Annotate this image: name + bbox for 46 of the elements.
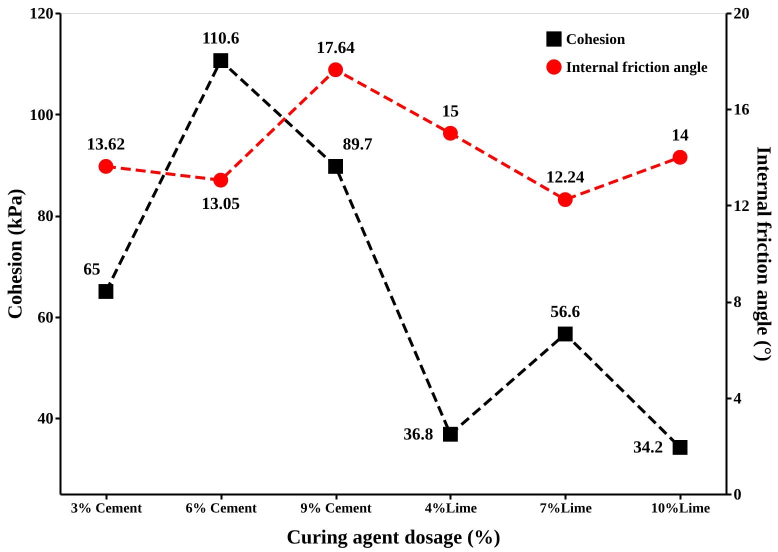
y2-tick-label: 8 bbox=[734, 294, 742, 312]
point bbox=[443, 426, 458, 442]
x-tick-label: 4%Lime bbox=[424, 502, 477, 516]
x-tick-label: 7%Lime bbox=[540, 502, 592, 516]
y2-tick-label: 0 bbox=[734, 486, 742, 504]
point bbox=[328, 159, 343, 174]
data-label: 12.24 bbox=[546, 168, 585, 187]
point bbox=[98, 284, 114, 299]
y-tick-label: 40 bbox=[38, 410, 54, 428]
data-label: 65 bbox=[83, 259, 100, 278]
y-tick-label: 60 bbox=[38, 309, 54, 326]
data-label: 13.62 bbox=[86, 134, 126, 154]
data-label: 36.8 bbox=[404, 424, 434, 444]
y-tick-label: 120 bbox=[30, 6, 54, 22]
x-tick-label: 9% Cement bbox=[300, 502, 372, 516]
point bbox=[672, 440, 688, 455]
point bbox=[558, 326, 573, 342]
point bbox=[443, 126, 458, 141]
x-tick-label: 3% Cement bbox=[70, 502, 142, 516]
y2-tick-label: 20 bbox=[734, 6, 750, 22]
data-label: 13.05 bbox=[202, 194, 240, 214]
legend-label: Cohesion bbox=[566, 32, 626, 48]
y2-tick-label: 4 bbox=[734, 390, 742, 408]
point bbox=[213, 53, 228, 68]
x-axis-title: Curing agent dosage (%) bbox=[286, 526, 500, 548]
point bbox=[213, 172, 228, 188]
y2-tick-label: 16 bbox=[734, 102, 750, 119]
x-tick-label: 6% Cement bbox=[186, 502, 258, 516]
x-tick-label: 10%Lime bbox=[651, 502, 710, 516]
data-label: 17.64 bbox=[316, 38, 356, 57]
y-tick-label: 100 bbox=[30, 106, 54, 124]
data-label: 110.6 bbox=[202, 28, 240, 48]
y2-tick-label: 12 bbox=[734, 198, 750, 215]
point bbox=[328, 62, 343, 78]
data-label: 15 bbox=[442, 101, 459, 120]
y-axis-title: Cohesion (kPa) bbox=[4, 188, 26, 320]
y2-axis-title: Internal friction angle (°) bbox=[752, 146, 774, 362]
data-label: 34.2 bbox=[633, 437, 663, 456]
data-label: 89.7 bbox=[342, 134, 373, 154]
point bbox=[672, 150, 688, 165]
data-label: 56.6 bbox=[550, 302, 580, 322]
data-label: 14 bbox=[672, 125, 690, 144]
y-tick-label: 80 bbox=[38, 208, 54, 226]
point bbox=[558, 192, 573, 208]
legend-label: Internal friction angle bbox=[566, 60, 708, 76]
point bbox=[98, 159, 114, 174]
